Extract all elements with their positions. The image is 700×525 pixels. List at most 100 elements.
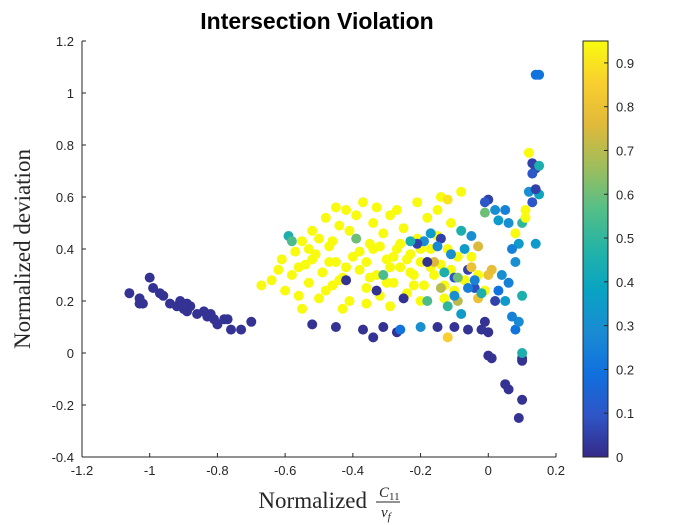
- data-point: [354, 246, 365, 257]
- data-point: [398, 293, 409, 304]
- colorbar-tick-label: 0.2: [616, 362, 634, 377]
- data-point: [456, 186, 467, 197]
- data-point: [517, 290, 528, 301]
- data-point: [476, 288, 487, 299]
- data-point: [513, 238, 524, 249]
- data-point: [422, 257, 433, 267]
- y-tick-label: 1: [67, 86, 74, 101]
- data-point: [185, 301, 196, 312]
- data-point: [520, 212, 531, 223]
- data-point: [530, 238, 541, 249]
- data-point: [246, 316, 257, 327]
- data-point: [463, 324, 473, 335]
- data-point: [503, 218, 514, 228]
- data-point: [493, 285, 504, 296]
- x-label-denominator-subscript: f: [388, 511, 393, 523]
- data-point: [435, 283, 446, 293]
- data-point: [442, 301, 453, 312]
- y-tick-label: -0.4: [52, 450, 74, 465]
- data-point: [405, 267, 416, 278]
- data-point: [286, 270, 297, 280]
- data-point: [493, 215, 504, 226]
- data-point: [446, 249, 456, 260]
- x-tick-label: -0.4: [342, 463, 364, 478]
- x-label-denominator-symbol: v: [381, 505, 388, 521]
- data-point: [385, 262, 396, 273]
- data-point: [358, 197, 368, 208]
- y-tick-label: 0.6: [56, 190, 74, 205]
- data-point: [510, 257, 521, 267]
- data-point: [395, 238, 406, 249]
- data-point: [527, 168, 538, 179]
- data-point: [446, 218, 456, 228]
- data-point: [439, 293, 450, 304]
- x-label-numerator: C11: [379, 485, 400, 503]
- colorbar-ticks: 0 0.1 0.2 0.3 0.4 0.5 0.6 0.7 0.8 0.9: [604, 56, 634, 465]
- x-tick-label: -0.6: [274, 463, 296, 478]
- data-point: [510, 228, 521, 239]
- colorbar-tick-label: 0.1: [616, 406, 634, 421]
- data-point: [534, 160, 545, 171]
- points-layer: [124, 69, 545, 423]
- data-point: [276, 254, 287, 265]
- data-point: [432, 205, 443, 215]
- data-point: [293, 262, 304, 273]
- data-point: [341, 262, 352, 273]
- data-point: [354, 264, 365, 275]
- data-point: [520, 205, 531, 215]
- y-axis-label: Normalized deviation: [10, 149, 35, 349]
- data-point: [412, 197, 423, 208]
- data-point: [490, 205, 501, 215]
- data-point: [381, 277, 392, 288]
- data-point: [337, 303, 348, 314]
- data-point: [425, 228, 436, 239]
- colorbar-tick-label: 0.9: [616, 56, 634, 71]
- colorbar-tick-label: 0: [616, 450, 623, 465]
- data-point: [513, 316, 524, 327]
- data-point: [439, 267, 450, 278]
- data-point: [496, 270, 507, 280]
- colorbar-tick-label: 0.6: [616, 187, 634, 202]
- data-point: [422, 212, 433, 223]
- data-point: [290, 246, 301, 257]
- data-point: [368, 332, 379, 343]
- chart-title: Intersection Violation: [200, 8, 433, 34]
- data-point: [307, 225, 318, 236]
- data-point: [371, 285, 382, 296]
- data-point: [303, 244, 314, 254]
- data-point: [395, 324, 406, 335]
- data-point: [378, 228, 389, 239]
- data-point: [466, 262, 477, 273]
- data-point: [273, 264, 284, 275]
- data-point: [320, 212, 331, 223]
- x-tick-label: -0.2: [409, 463, 431, 478]
- data-point: [148, 283, 159, 293]
- data-point: [469, 275, 480, 286]
- x-label-numerator-subscript: 11: [389, 491, 400, 503]
- data-point: [503, 384, 514, 395]
- data-point: [442, 332, 453, 343]
- x-label-denominator: vf: [381, 505, 393, 523]
- data-point: [137, 298, 148, 309]
- y-axis-ticks: -0.4 -0.2 0 0.2 0.4 0.6 0.8 1 1.2: [52, 34, 86, 465]
- data-point: [530, 184, 541, 195]
- data-point: [419, 280, 429, 291]
- data-point: [361, 298, 372, 309]
- data-point: [500, 205, 511, 215]
- data-point: [422, 296, 433, 306]
- data-point: [378, 270, 389, 280]
- data-point: [385, 301, 396, 312]
- data-point: [507, 244, 517, 254]
- data-point: [341, 275, 352, 286]
- data-point: [297, 236, 308, 247]
- data-point: [388, 251, 399, 262]
- data-point: [144, 272, 155, 283]
- data-point: [513, 413, 524, 423]
- data-point: [351, 233, 362, 244]
- colorbar: [582, 40, 609, 458]
- data-point: [368, 244, 379, 254]
- y-tick-label: 0.2: [56, 294, 74, 309]
- data-point: [534, 69, 545, 80]
- data-point: [236, 324, 247, 335]
- data-point: [402, 254, 412, 265]
